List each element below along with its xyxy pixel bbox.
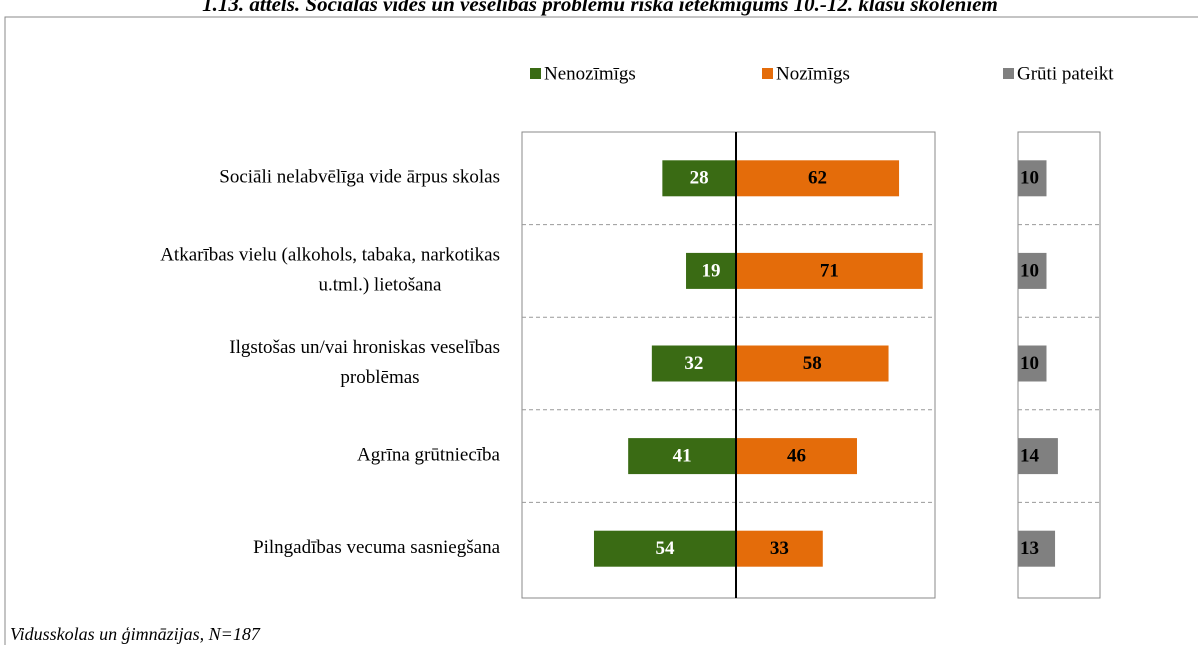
chart-title: 1.13. attēls. Sociālās vides un veselība… bbox=[202, 0, 998, 16]
bar bbox=[628, 438, 736, 475]
value-label: 14 bbox=[1020, 445, 1040, 466]
category-label: Ilgstošas un/vai hroniskas veselības bbox=[229, 337, 500, 358]
bar bbox=[651, 345, 736, 382]
main-panel bbox=[521, 131, 936, 599]
value-label: 58 bbox=[803, 353, 822, 374]
category-label: u.tml.) lietošana bbox=[319, 274, 443, 295]
bar bbox=[736, 438, 857, 475]
bar bbox=[1018, 530, 1056, 567]
value-label: 19 bbox=[702, 260, 721, 281]
bar bbox=[662, 160, 736, 197]
legend-swatch bbox=[762, 68, 773, 79]
bar bbox=[686, 252, 736, 289]
bar bbox=[736, 252, 923, 289]
category-label: Agrīna grūtniecība bbox=[357, 444, 501, 465]
category-label: Atkarības vielu (alkohols, tabaka, narko… bbox=[160, 244, 500, 265]
value-label: 10 bbox=[1020, 260, 1039, 281]
value-label: 32 bbox=[684, 353, 703, 374]
legend-label: Nozīmīgs bbox=[776, 63, 850, 84]
value-label: 46 bbox=[787, 445, 806, 466]
legend-swatch bbox=[1003, 68, 1014, 79]
category-label: problēmas bbox=[340, 367, 419, 388]
bar bbox=[1018, 160, 1047, 197]
legend-label: Nenozīmīgs bbox=[544, 63, 636, 84]
value-label: 28 bbox=[690, 168, 709, 189]
bar bbox=[736, 345, 889, 382]
value-label: 10 bbox=[1020, 168, 1039, 189]
value-label: 54 bbox=[655, 538, 675, 559]
bar bbox=[1018, 345, 1047, 382]
bar bbox=[593, 530, 736, 567]
legend-label: Grūti pateikt bbox=[1017, 63, 1114, 84]
category-label: Sociāli nelabvēlīga vide ārpus skolas bbox=[219, 167, 500, 188]
value-label: 13 bbox=[1020, 538, 1039, 559]
bar bbox=[736, 160, 900, 197]
bar bbox=[736, 530, 823, 567]
legend-swatch bbox=[530, 68, 541, 79]
frame bbox=[4, 16, 1198, 650]
value-label: 71 bbox=[820, 260, 839, 281]
bar bbox=[1018, 252, 1047, 289]
value-label: 41 bbox=[673, 445, 692, 466]
category-label: Pilngadības vecuma sasniegšana bbox=[253, 537, 501, 558]
value-label: 10 bbox=[1020, 353, 1039, 374]
value-label: 33 bbox=[770, 538, 789, 559]
value-label: 62 bbox=[808, 168, 827, 189]
note: Vidusskolas un ģimnāzijas, N=187 bbox=[10, 624, 261, 644]
bar bbox=[1018, 438, 1058, 475]
